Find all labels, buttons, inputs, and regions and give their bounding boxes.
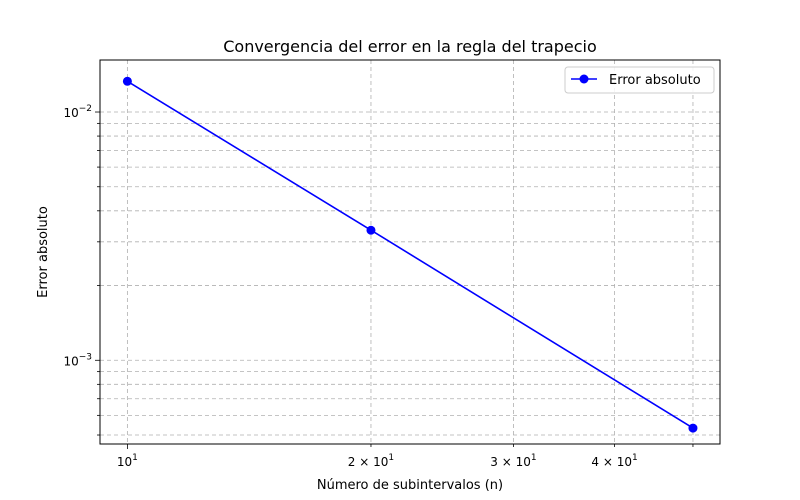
legend-box [564,66,715,94]
data-point [366,225,376,235]
y-tick-label-base: 10 [63,354,78,368]
data-point [122,76,132,86]
y-axis-label: Error absoluto [36,206,51,298]
x-tick-label: 3 × 101 [490,453,536,469]
y-tick-label-base: 10 [63,106,78,120]
legend-marker-swatch [579,74,589,84]
x-tick-label-exponent: 1 [132,453,138,463]
y-tick-label-exponent: −2 [79,104,92,114]
x-tick-label-exponent: 1 [632,453,638,463]
legend-label: Error absoluto [609,73,701,88]
data-point [688,423,698,433]
series-layer [122,76,698,433]
x-tick-label-base: 4 × 10 [591,455,632,469]
plot-frame [99,59,721,445]
x-axis-label: Número de subintervalos (n) [317,478,503,493]
y-tick-label: 10−3 [63,352,92,368]
chart-title: Convergencia del error en la regla del t… [223,37,597,56]
legend: Error absoluto [564,66,715,94]
x-tick-label-base: 3 × 10 [490,455,531,469]
x-tick-label: 101 [117,453,138,469]
grid-layer [100,60,720,444]
x-tick-label: 2 × 101 [348,453,394,469]
x-tick-label: 4 × 101 [591,453,637,469]
x-tick-label-base: 10 [117,455,132,469]
x-tick-label-base: 2 × 10 [348,455,389,469]
x-tick-label-exponent: 1 [531,453,537,463]
y-tick-label: 10−2 [63,104,92,120]
y-tick-label-exponent: −3 [79,352,92,362]
x-tick-label-exponent: 1 [388,453,394,463]
